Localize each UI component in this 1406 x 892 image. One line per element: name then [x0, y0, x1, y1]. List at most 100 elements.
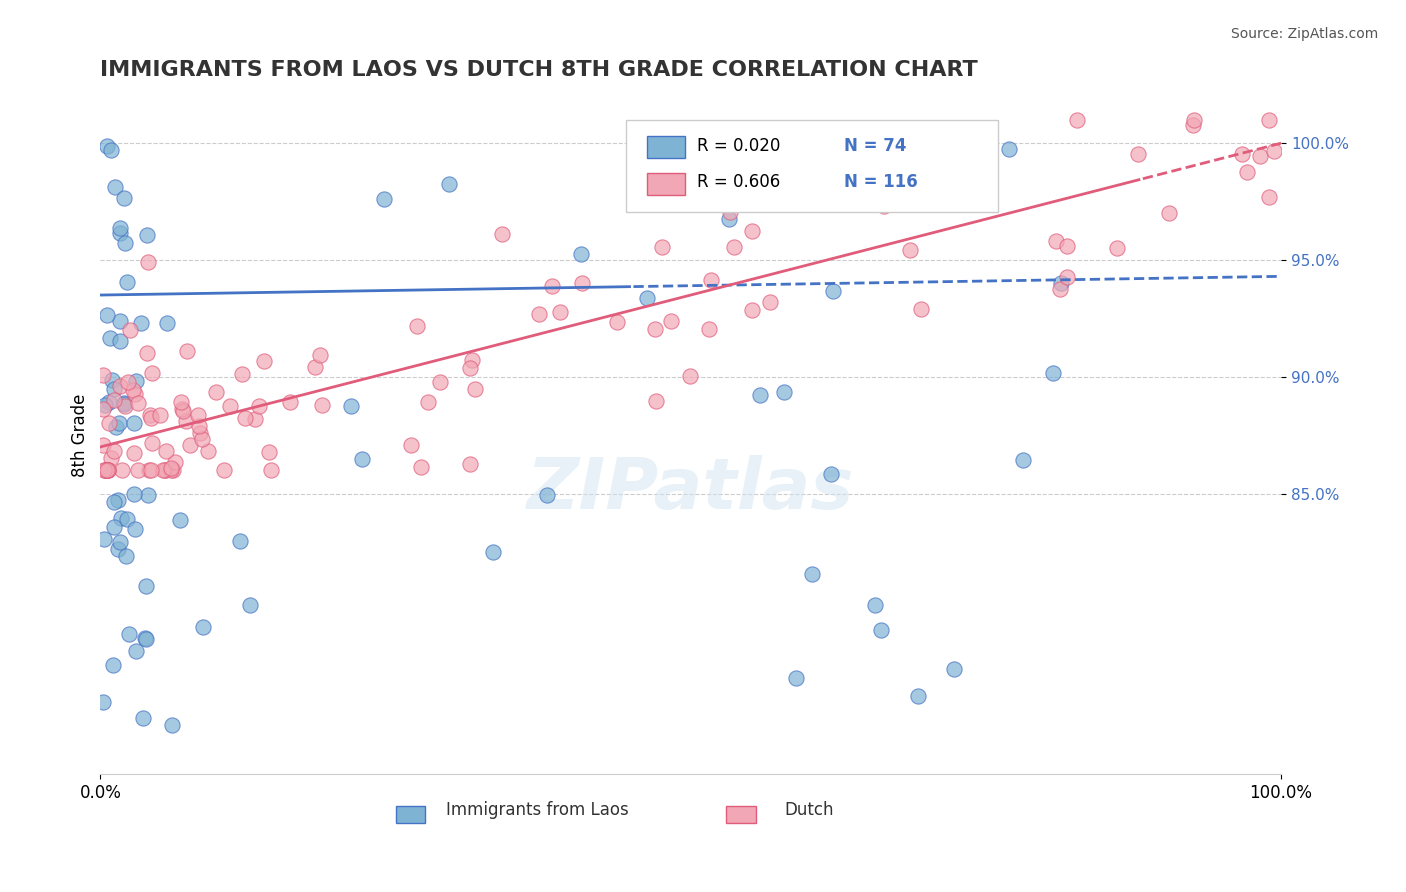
- Point: [773, 385, 796, 400]
- Point: [406, 319, 429, 334]
- Point: [172, 404, 194, 418]
- Point: [107, 493, 129, 508]
- Point: [138, 409, 160, 423]
- Point: [94, 463, 117, 477]
- Point: [93, 532, 115, 546]
- Point: [105, 420, 128, 434]
- Point: [103, 393, 125, 408]
- Point: [127, 463, 149, 477]
- Point: [152, 463, 174, 477]
- Point: [107, 542, 129, 557]
- Point: [718, 212, 741, 227]
- Point: [122, 417, 145, 431]
- Point: [218, 400, 240, 414]
- Point: [91, 402, 114, 417]
- Point: [112, 191, 135, 205]
- Point: [411, 459, 433, 474]
- Point: [678, 368, 700, 383]
- Point: [114, 397, 136, 411]
- Point: [97, 463, 120, 477]
- Point: [998, 142, 1021, 156]
- Point: [120, 323, 142, 337]
- Point: [239, 599, 262, 613]
- Point: [104, 179, 127, 194]
- Point: [191, 620, 214, 634]
- Point: [569, 247, 592, 261]
- Point: [93, 398, 115, 412]
- Point: [529, 307, 551, 321]
- Point: [1249, 149, 1271, 163]
- Point: [458, 457, 481, 471]
- Point: [873, 198, 896, 212]
- Point: [162, 463, 184, 477]
- Point: [155, 443, 177, 458]
- Point: [172, 401, 194, 416]
- Point: [229, 533, 252, 548]
- Point: [136, 255, 159, 269]
- Point: [174, 414, 197, 428]
- Point: [460, 352, 482, 367]
- Point: [156, 316, 179, 330]
- Point: [108, 535, 131, 549]
- Point: [160, 460, 183, 475]
- Point: [124, 387, 146, 401]
- Point: [101, 373, 124, 387]
- Point: [606, 315, 628, 329]
- Point: [540, 279, 562, 293]
- Point: [110, 226, 132, 240]
- Point: [176, 343, 198, 358]
- Point: [247, 400, 270, 414]
- Point: [159, 463, 181, 477]
- Point: [139, 463, 162, 477]
- Point: [100, 143, 122, 157]
- Point: [1182, 112, 1205, 127]
- Point: [110, 379, 132, 393]
- Point: [129, 316, 152, 330]
- Point: [112, 396, 135, 410]
- Point: [101, 658, 124, 673]
- Point: [188, 425, 211, 440]
- Point: [785, 671, 807, 685]
- FancyBboxPatch shape: [647, 173, 685, 194]
- Point: [340, 400, 363, 414]
- Point: [1126, 146, 1149, 161]
- Point: [942, 662, 965, 676]
- Point: [1056, 239, 1078, 253]
- Point: [636, 291, 658, 305]
- Point: [139, 410, 162, 425]
- Point: [1045, 234, 1067, 248]
- Point: [96, 139, 118, 153]
- Point: [1012, 453, 1035, 467]
- Point: [898, 243, 921, 257]
- Point: [115, 275, 138, 289]
- Point: [118, 627, 141, 641]
- Point: [233, 411, 256, 425]
- Point: [96, 463, 118, 477]
- Point: [245, 411, 267, 425]
- Bar: [395, 805, 425, 822]
- Y-axis label: 8th Grade: 8th Grade: [72, 393, 89, 477]
- Point: [169, 513, 191, 527]
- Point: [131, 711, 153, 725]
- Point: [98, 395, 121, 409]
- Point: [135, 632, 157, 646]
- Point: [94, 463, 117, 477]
- Point: [464, 382, 486, 396]
- Point: [352, 452, 374, 467]
- Text: IMMIGRANTS FROM LAOS VS DUTCH 8TH GRADE CORRELATION CHART: IMMIGRANTS FROM LAOS VS DUTCH 8TH GRADE …: [100, 60, 979, 79]
- Point: [401, 437, 423, 451]
- Point: [439, 177, 461, 191]
- Point: [111, 463, 134, 477]
- Point: [910, 301, 932, 316]
- Point: [1066, 112, 1088, 127]
- Point: [416, 394, 439, 409]
- Point: [491, 227, 513, 242]
- Point: [114, 399, 136, 413]
- Point: [135, 579, 157, 593]
- Point: [134, 631, 156, 645]
- Point: [373, 192, 395, 206]
- Point: [1159, 206, 1181, 220]
- Point: [179, 438, 201, 452]
- Point: [1042, 366, 1064, 380]
- Point: [482, 545, 505, 559]
